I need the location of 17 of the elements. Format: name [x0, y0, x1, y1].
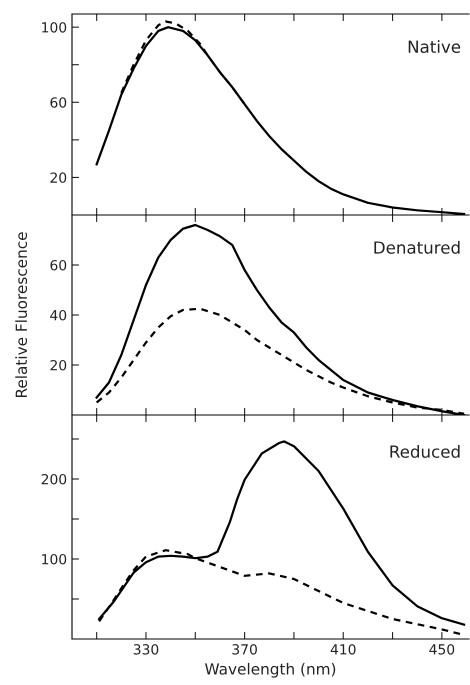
y-tick-label: 100 [42, 554, 66, 564]
x-tick-label: 410 [330, 644, 356, 655]
y-tick-label: 20 [50, 360, 66, 370]
annotation: Native [408, 40, 460, 54]
annotation: Reduced [390, 445, 460, 458]
y-tick-label: 60 [50, 260, 66, 270]
x-tick-label: 370 [232, 644, 257, 655]
y-tick-label: 60 [50, 97, 66, 108]
annotation: Denatured [374, 240, 460, 254]
x-axis-title: Wavelength (nm) [205, 662, 336, 678]
y-tick-label: 20 [50, 172, 66, 183]
y-tick-label: 200 [42, 474, 66, 484]
x-tick-label: 330 [134, 644, 158, 655]
y-tick-label: 40 [50, 310, 66, 320]
y-axis-title: Relative Fluorescence [15, 232, 28, 398]
x-tick-label: 450 [429, 644, 454, 655]
y-tick-label: 100 [42, 22, 66, 33]
